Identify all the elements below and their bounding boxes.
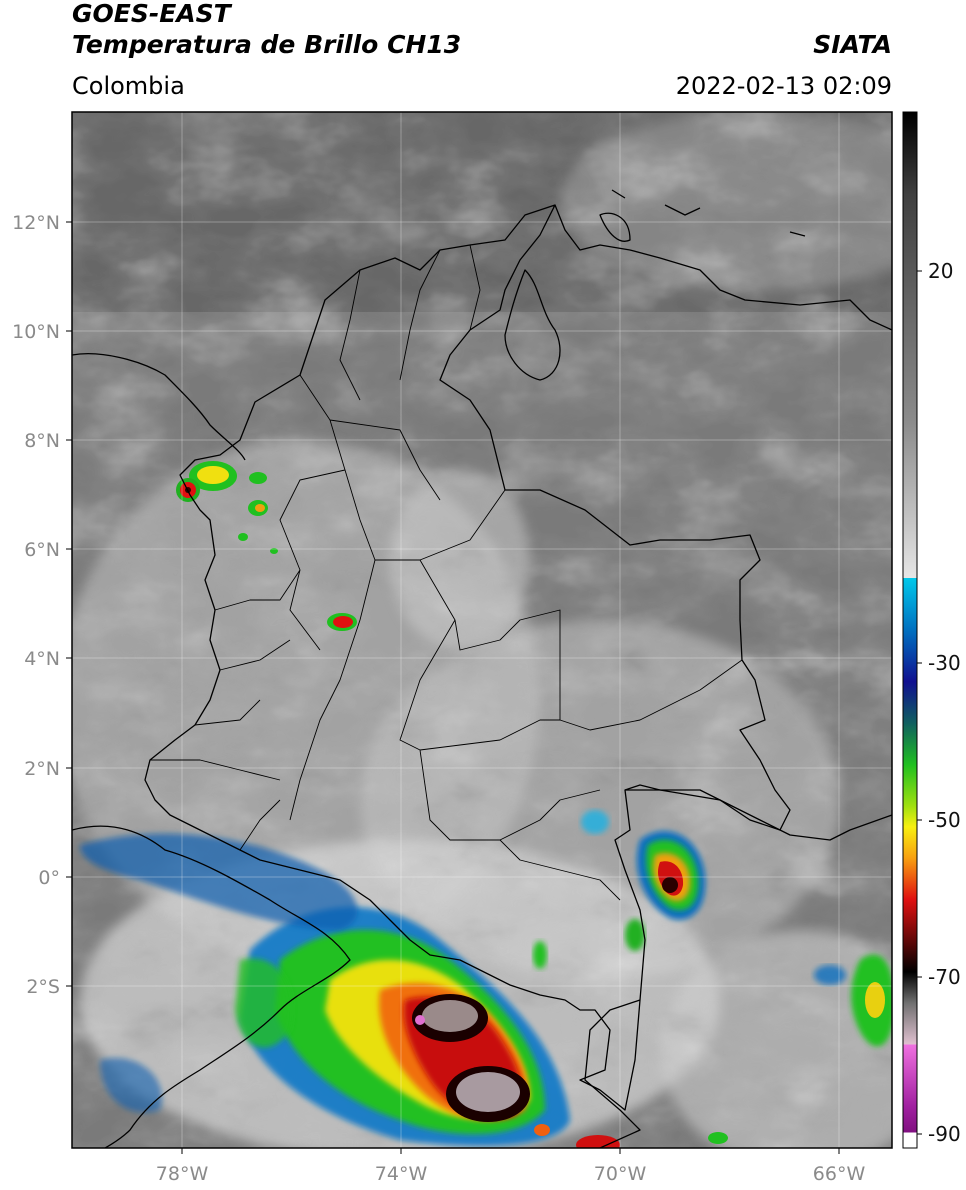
lat-axis: 12°N 10°N 8°N 6°N 4°N 2°N 0° 2°S: [12, 212, 72, 998]
map-panel: [72, 112, 892, 1148]
lon-label-78w: 78°W: [156, 1163, 209, 1185]
colorbar-tick-minus70: -70: [928, 965, 961, 989]
caribbean-islands: [599, 189, 806, 242]
peru-brazil-border: [584, 999, 641, 1148]
source-label: SIATA: [813, 30, 892, 59]
storm-east-edge: [814, 954, 892, 1047]
storm-central: [327, 613, 357, 631]
colorbar: 20 -30 -50 -70 -90: [902, 111, 961, 1149]
lon-label-70w: 70°W: [594, 1163, 647, 1185]
lon-axis: 78°W 74°W 70°W 66°W: [156, 1148, 866, 1185]
lon-label-74w: 74°W: [375, 1163, 428, 1185]
gridlines: [72, 112, 892, 1148]
colorbar-tick-20: 20: [928, 259, 953, 283]
map-frame: [71, 111, 893, 1149]
lon-label-66w: 66°W: [813, 1163, 866, 1185]
borders: [72, 189, 892, 1148]
ecuador-peru-border: [72, 825, 351, 1148]
lat-label-2s: 2°S: [26, 976, 60, 998]
lat-label-6n: 6°N: [24, 539, 60, 561]
lake-maracaibo: [504, 269, 561, 381]
lat-label-4n: 4°N: [24, 648, 60, 670]
colorbar-gradient: [902, 111, 918, 1149]
colorbar-tick-minus50: -50: [928, 808, 961, 832]
lat-label-10n: 10°N: [12, 321, 60, 343]
dept-lines: [150, 244, 743, 901]
lat-label-2n: 2°N: [24, 758, 60, 780]
lat-label-0: 0°: [38, 867, 60, 889]
brazil-north-border: [625, 789, 892, 841]
colorbar-tick-minus90: -90: [928, 1122, 961, 1146]
storm-west-strip: [80, 833, 358, 1113]
colorbar-tick-minus30: -30: [928, 651, 961, 675]
lat-label-8n: 8°N: [24, 430, 60, 452]
panama-coast: [72, 353, 246, 461]
product-title: Temperatura de Brillo CH13: [72, 30, 462, 59]
lat-label-12n: 12°N: [12, 212, 60, 234]
satellite-title: GOES-EAST: [72, 0, 231, 28]
colombia-border: [144, 204, 791, 1111]
region-label: Colombia: [72, 72, 185, 100]
datetime-label: 2022-02-13 02:09: [675, 72, 892, 100]
storm-east-amazon: [533, 810, 728, 1148]
storm-south-large: [240, 907, 570, 1146]
venezuela-coast: [554, 204, 892, 331]
